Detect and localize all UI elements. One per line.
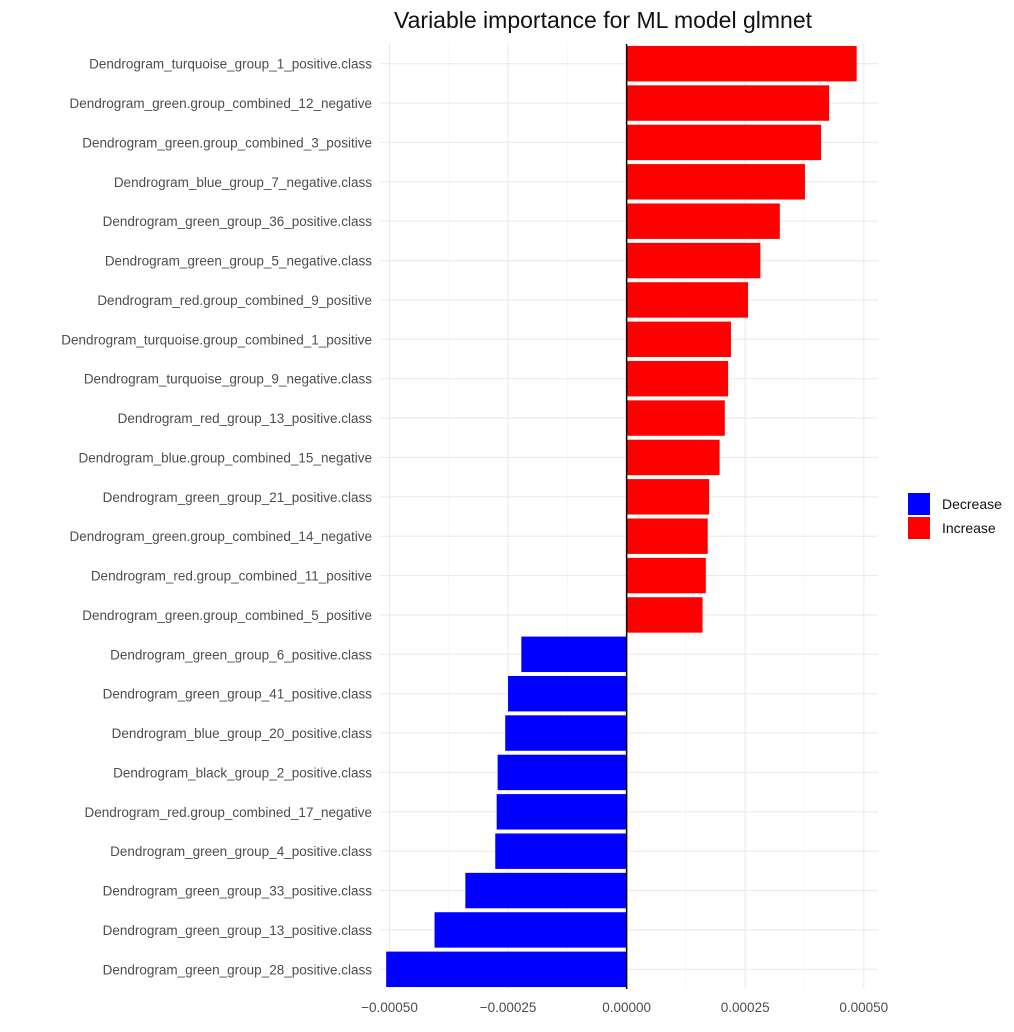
y-axis-label: Dendrogram_green_group_6_positive.class <box>110 647 372 662</box>
bar-decrease <box>505 715 627 751</box>
bar-increase <box>626 282 749 318</box>
bar-increase <box>626 164 805 200</box>
y-axis-label: Dendrogram_turquoise.group_combined_1_po… <box>61 332 372 347</box>
y-axis-label: Dendrogram_green.group_combined_5_positi… <box>82 608 372 623</box>
bar-increase <box>626 518 708 554</box>
y-axis-label: Dendrogram_green_group_36_positive.class <box>103 214 373 229</box>
bar-decrease <box>386 951 627 988</box>
y-axis-labels: Dendrogram_turquoise_group_1_positive.cl… <box>61 57 372 978</box>
y-axis-label: Dendrogram_blue_group_7_negative.class <box>114 175 372 190</box>
x-axis-tick-label: 0.00000 <box>602 1000 651 1015</box>
bar-decrease <box>521 636 627 673</box>
y-axis-label: Dendrogram_green_group_13_positive.class <box>103 923 373 938</box>
y-axis-label: Dendrogram_green.group_combined_3_positi… <box>82 135 372 150</box>
chart-title: Variable importance for ML model glmnet <box>394 7 813 33</box>
bar-increase <box>626 400 725 436</box>
bar-increase <box>626 45 857 82</box>
y-axis-label: Dendrogram_green_group_4_positive.class <box>110 844 372 859</box>
x-axis-tick-label: −0.00050 <box>361 1000 418 1015</box>
y-axis-label: Dendrogram_red.group_combined_17_negativ… <box>85 805 372 820</box>
y-axis-label: Dendrogram_green_group_33_positive.class <box>103 884 373 899</box>
legend-label-increase: Increase <box>942 520 996 536</box>
bar-increase <box>626 597 703 633</box>
bars <box>386 45 857 988</box>
bar-increase <box>626 85 830 121</box>
bar-increase <box>626 360 729 397</box>
x-axis-tick-label: 0.00050 <box>839 1000 888 1015</box>
y-axis-label: Dendrogram_green_group_5_negative.class <box>105 254 372 269</box>
y-axis-label: Dendrogram_green.group_combined_12_negat… <box>70 96 372 111</box>
y-axis-label: Dendrogram_turquoise_group_9_negative.cl… <box>84 372 372 387</box>
bar-increase <box>626 124 822 161</box>
bar-decrease <box>495 833 627 869</box>
bar-increase <box>626 479 710 515</box>
y-axis-label: Dendrogram_blue.group_combined_15_negati… <box>79 450 372 465</box>
y-axis-label: Dendrogram_green.group_combined_14_negat… <box>70 529 372 544</box>
bar-decrease <box>508 675 627 712</box>
legend-label-decrease: Decrease <box>942 496 1002 512</box>
bar-decrease <box>434 912 627 948</box>
y-axis-label: Dendrogram_red.group_combined_11_positiv… <box>91 569 372 584</box>
y-axis-label: Dendrogram_turquoise_group_1_positive.cl… <box>89 57 372 72</box>
y-axis-label: Dendrogram_blue_group_20_positive.class <box>112 726 373 741</box>
bar-increase <box>626 557 706 594</box>
bar-decrease <box>497 754 627 791</box>
y-axis-label: Dendrogram_green_group_41_positive.class <box>103 687 373 702</box>
y-axis-label: Dendrogram_black_group_2_positive.class <box>113 765 372 780</box>
y-axis-label: Dendrogram_green_group_28_positive.class <box>103 962 373 977</box>
bar-decrease <box>496 794 627 830</box>
x-axis-ticks: −0.00050 −0.00025 0.00000 0.00025 0.00050 <box>361 1000 888 1015</box>
y-axis-label: Dendrogram_red_group_13_positive.class <box>118 411 373 426</box>
bar-decrease <box>465 872 627 909</box>
y-axis-label: Dendrogram_green_group_21_positive.class <box>103 490 373 505</box>
legend: Decrease Increase <box>908 493 1002 539</box>
bar-increase <box>626 439 720 476</box>
x-axis-tick-label: −0.00025 <box>480 1000 537 1015</box>
legend-key-increase <box>908 517 930 539</box>
y-axis-label: Dendrogram_red.group_combined_9_positive <box>97 293 372 308</box>
legend-key-decrease <box>908 493 930 515</box>
bar-increase <box>626 242 761 279</box>
bar-increase <box>626 321 731 358</box>
bar-increase <box>626 203 780 239</box>
x-axis-tick-label: 0.00025 <box>721 1000 770 1015</box>
